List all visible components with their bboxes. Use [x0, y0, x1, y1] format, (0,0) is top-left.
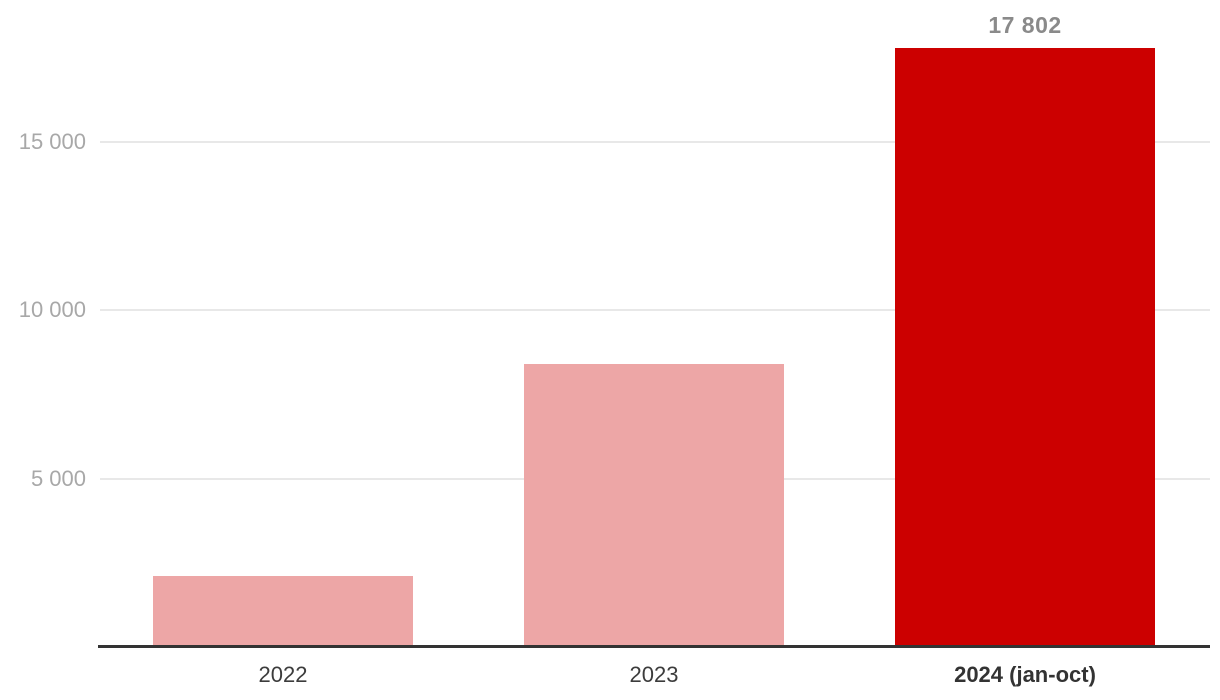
x-category-label: 2024 (jan-oct) — [954, 662, 1096, 687]
x-category-label: 2022 — [258, 662, 308, 687]
x-axis-line — [98, 645, 1210, 648]
y-tick-label: 15 000 — [18, 129, 86, 154]
y-tick-label: 10 000 — [18, 297, 86, 323]
gridline — [100, 309, 1210, 312]
bar-2022 — [153, 576, 413, 647]
bar-value-label: 17 802 — [988, 12, 1062, 38]
gridline — [100, 141, 1210, 143]
x-category-label: 2023 — [629, 662, 679, 687]
bar-2024-jan-oct- — [895, 48, 1155, 647]
y-tick-label: 5 000 — [30, 465, 86, 491]
bar-2023 — [524, 364, 784, 647]
